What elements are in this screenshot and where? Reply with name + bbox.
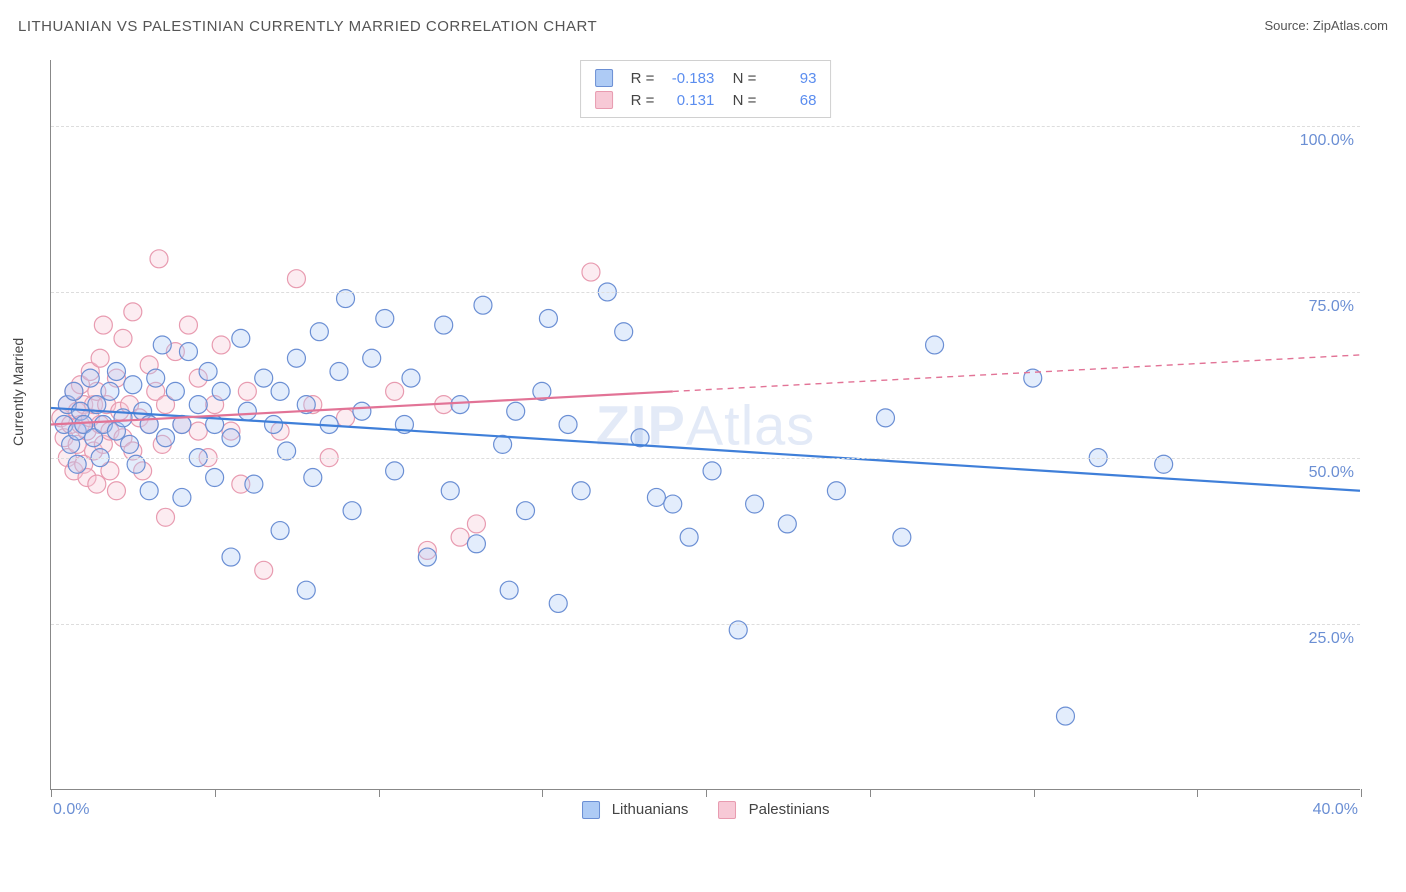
y-axis-label: 75.0% <box>1309 298 1354 316</box>
scatter-svg <box>51 60 1360 789</box>
y-axis-title: Currently Married <box>10 338 26 446</box>
legend-n-value-0: 93 <box>766 70 816 87</box>
x-axis-min-label: 0.0% <box>53 801 89 819</box>
y-axis-label: 50.0% <box>1309 464 1354 482</box>
legend-row-lithuanians: R = -0.183 N = 93 <box>595 67 817 89</box>
y-axis-label: 100.0% <box>1300 132 1354 150</box>
legend-swatch-lithuanians <box>595 69 613 87</box>
legend-r-label: R = <box>631 92 655 109</box>
legend-r-value-0: -0.183 <box>664 70 714 87</box>
legend-label: Palestinians <box>749 801 830 818</box>
legend-label: Lithuanians <box>612 801 689 818</box>
correlation-legend: R = -0.183 N = 93 R = 0.131 N = 68 <box>580 60 832 118</box>
source-attribution: Source: ZipAtlas.com <box>1264 18 1388 33</box>
x-axis-max-label: 40.0% <box>1313 801 1358 819</box>
series-legend: Lithuanians Palestinians <box>582 801 830 819</box>
y-axis-label: 25.0% <box>1309 630 1354 648</box>
chart-plot-area: ZIPAtlas R = -0.183 N = 93 R = 0.131 N =… <box>50 60 1360 790</box>
legend-r-label: R = <box>631 70 655 87</box>
legend-r-value-1: 0.131 <box>664 92 714 109</box>
legend-swatch-icon <box>718 801 736 819</box>
legend-n-label: N = <box>724 92 756 109</box>
legend-swatch-palestinians <box>595 91 613 109</box>
chart-title: LITHUANIAN VS PALESTINIAN CURRENTLY MARR… <box>18 18 597 35</box>
legend-row-palestinians: R = 0.131 N = 68 <box>595 89 817 111</box>
legend-n-label: N = <box>724 70 756 87</box>
legend-n-value-1: 68 <box>766 92 816 109</box>
legend-swatch-icon <box>582 801 600 819</box>
legend-item-palestinians: Palestinians <box>718 801 829 819</box>
legend-item-lithuanians: Lithuanians <box>582 801 689 819</box>
